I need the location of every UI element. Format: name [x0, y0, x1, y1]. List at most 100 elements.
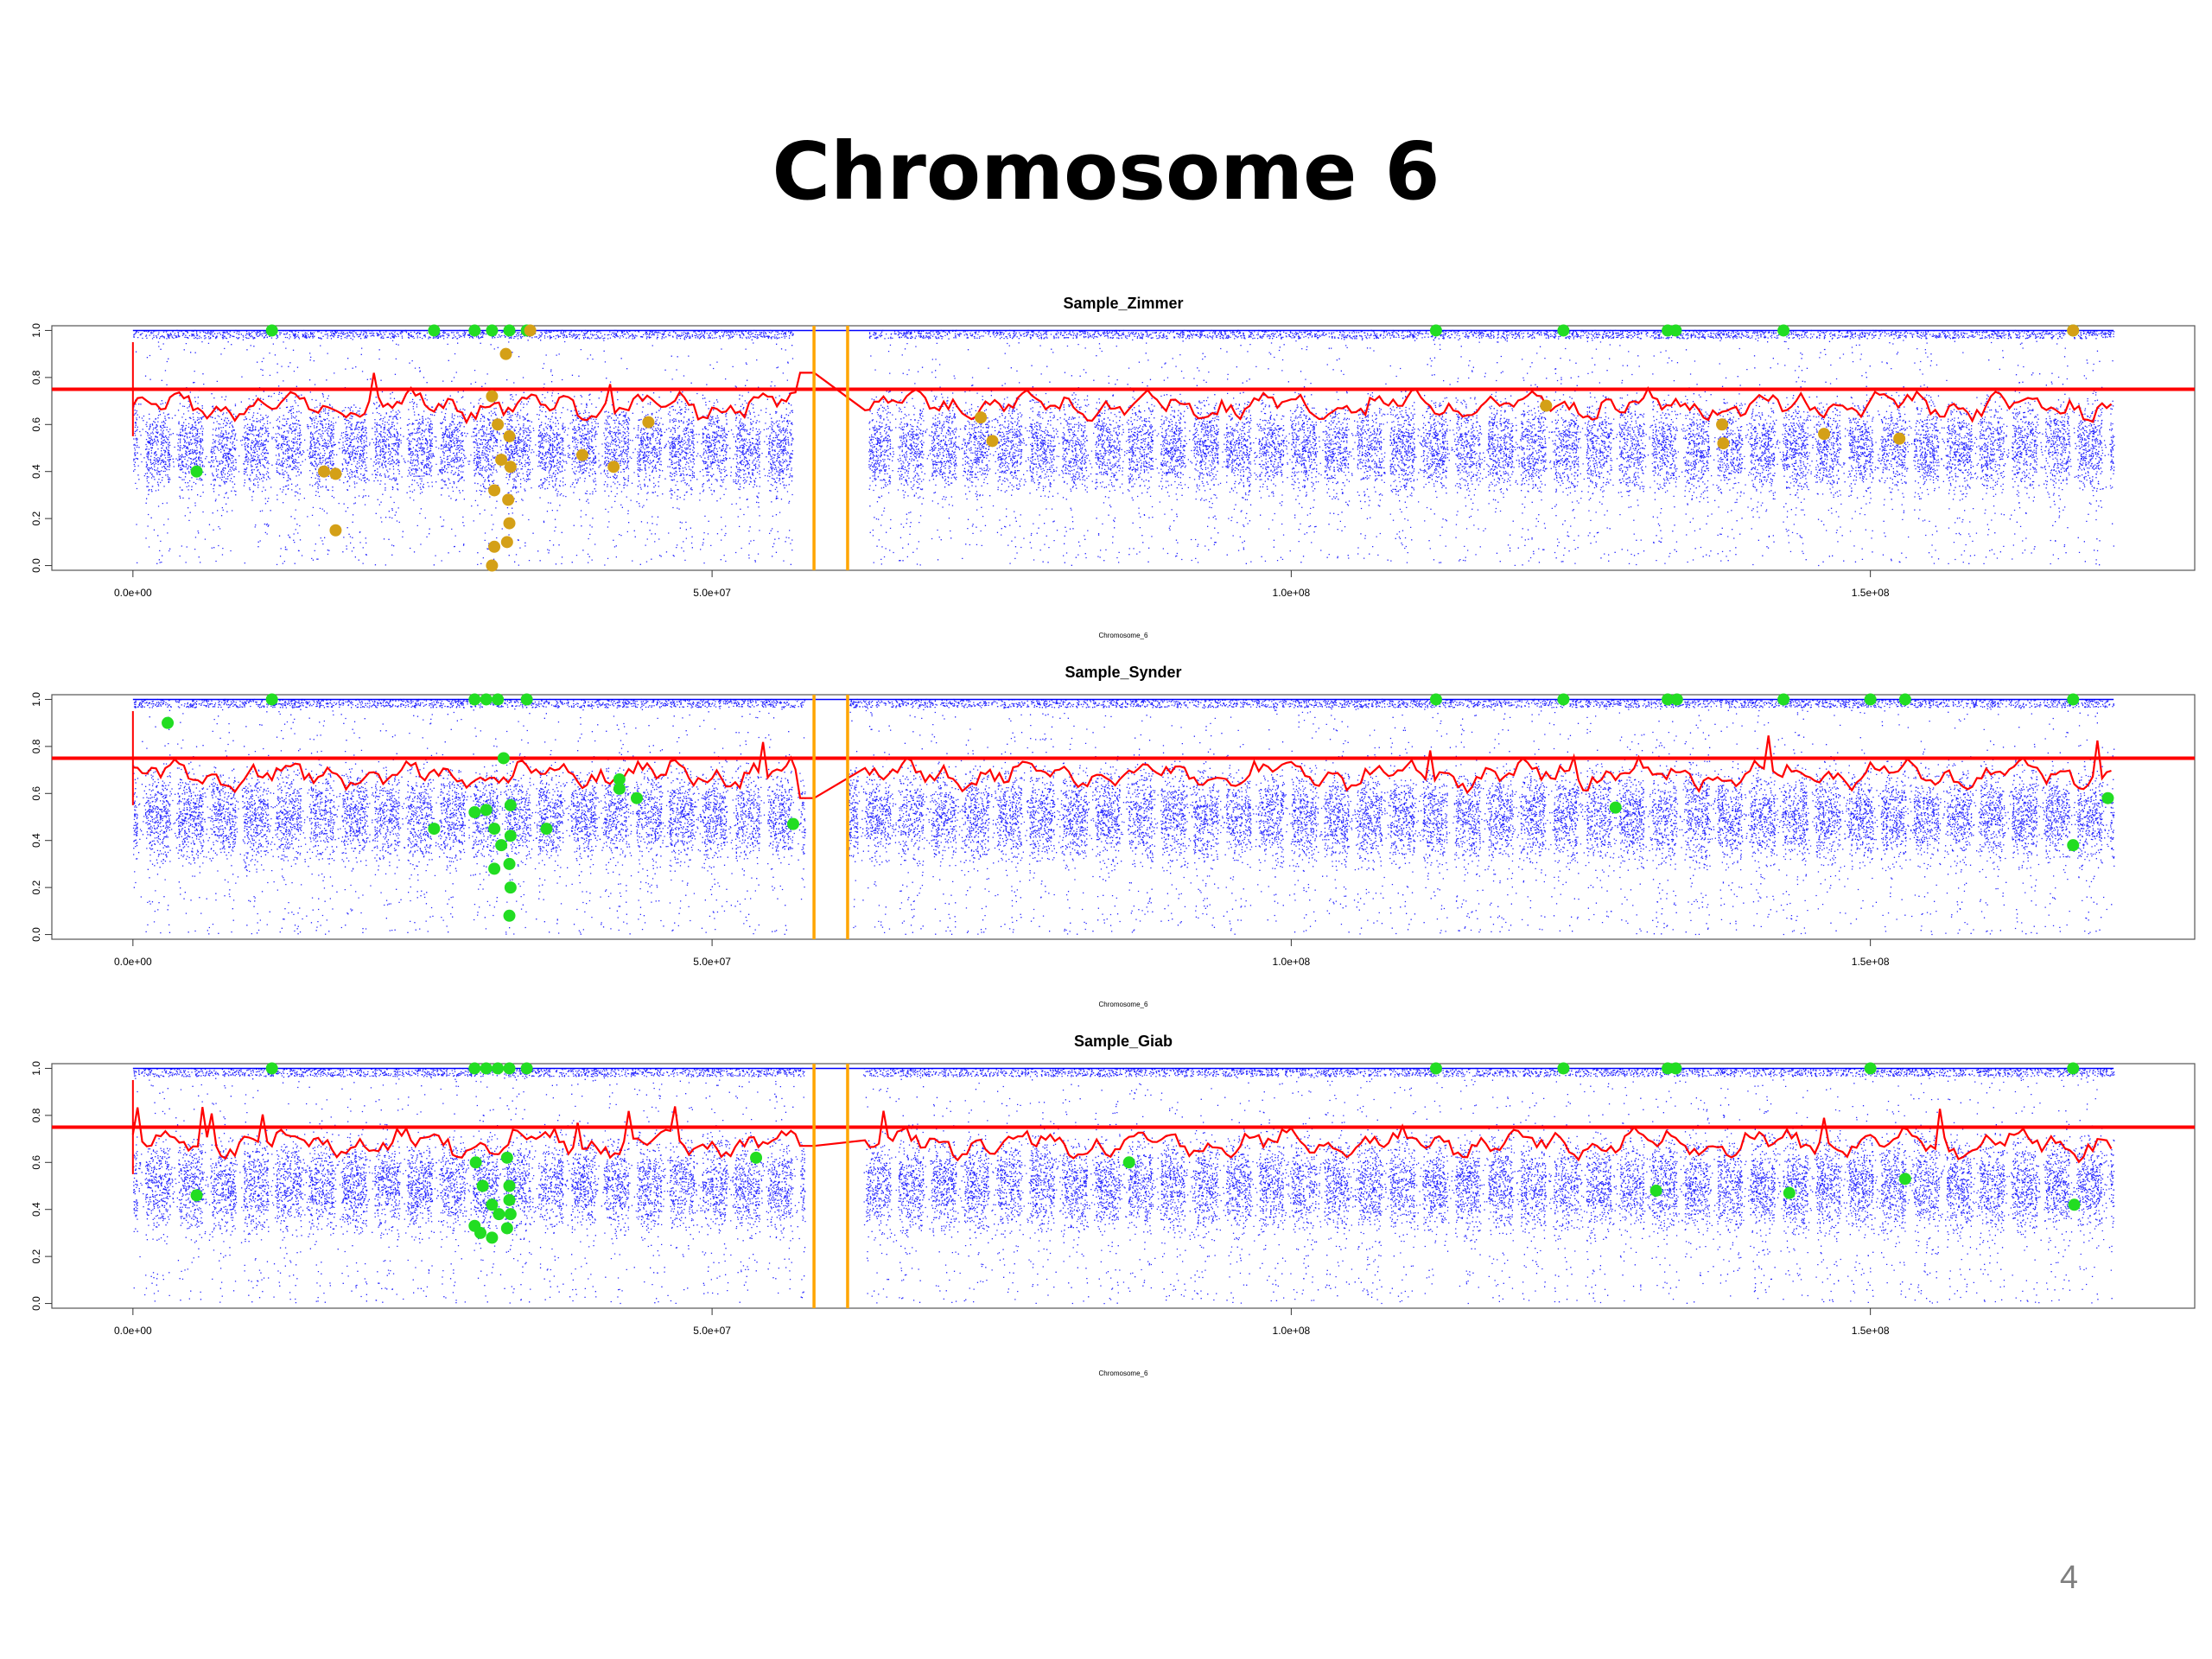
x-tick-label: 1.0e+08: [1273, 587, 1311, 599]
y-tick-label: 0.2: [30, 880, 42, 894]
scatter-points-sample_synder: [132, 698, 2115, 936]
orange-marker: [488, 540, 501, 553]
green-marker: [497, 752, 510, 765]
green-marker: [493, 1208, 505, 1221]
green-marker: [503, 1193, 516, 1206]
green-marker: [613, 772, 626, 785]
trend-line: [131, 1106, 2113, 1164]
orange-marker: [329, 524, 342, 537]
y-tick-label: 0.2: [30, 1249, 42, 1263]
orange-marker: [492, 418, 505, 431]
green-marker: [469, 1156, 482, 1169]
chart-title: Sample_Zimmer: [1063, 295, 1183, 312]
x-tick-label: 0.0e+00: [114, 956, 152, 968]
y-tick-label: 0.0: [30, 1296, 42, 1311]
green-marker: [492, 693, 505, 706]
green-marker: [1864, 1062, 1877, 1075]
green-marker: [1122, 1156, 1135, 1169]
green-marker: [504, 830, 517, 842]
green-marker: [1557, 324, 1570, 337]
orange-marker: [1540, 399, 1553, 412]
orange-marker: [502, 493, 515, 506]
orange-marker: [329, 467, 342, 480]
x-tick-label: 1.5e+08: [1852, 956, 1890, 968]
orange-marker: [1716, 418, 1729, 431]
green-marker: [1777, 324, 1790, 337]
y-tick-label: 0.0: [30, 927, 42, 942]
green-marker: [1429, 1062, 1442, 1075]
green-marker: [468, 324, 481, 337]
green-marker: [265, 1062, 278, 1075]
green-marker: [1609, 801, 1622, 814]
green-marker: [613, 782, 626, 795]
x-tick-label: 1.0e+08: [1273, 1325, 1311, 1337]
y-tick-label: 0.8: [30, 370, 42, 385]
green-marker: [480, 693, 493, 706]
green-marker: [1557, 1062, 1570, 1075]
green-marker: [480, 1062, 493, 1075]
orange-marker: [1717, 437, 1730, 450]
plot-frame: [51, 694, 2196, 940]
green-marker: [750, 1151, 763, 1164]
green-marker: [265, 693, 278, 706]
orange-marker: [986, 435, 999, 448]
chart-panel-giab: Sample_Giab 0.0 0.2 0.4 0.6 0.8 1.0 0.0e+00 5.0e…: [0, 1027, 2212, 1390]
green-marker: [468, 693, 481, 706]
chart-title: Sample_Giab: [1074, 1033, 1173, 1050]
green-marker: [2067, 693, 2080, 706]
x-axis-label: Chromosome_6: [1099, 1001, 1148, 1008]
chart-title: Sample_Synder: [1065, 664, 1181, 681]
green-marker: [520, 693, 533, 706]
orange-marker: [486, 559, 499, 572]
orange-marker: [975, 411, 988, 424]
green-marker: [468, 806, 481, 819]
green-marker: [504, 881, 517, 894]
green-marker: [486, 1198, 499, 1211]
green-marker: [486, 324, 499, 337]
y-tick-label: 0.8: [30, 1108, 42, 1122]
green-marker: [488, 862, 501, 875]
green-marker: [1429, 324, 1442, 337]
green-marker: [265, 324, 278, 337]
green-marker: [476, 1179, 489, 1192]
green-marker: [1670, 693, 1683, 706]
green-marker: [428, 823, 441, 836]
chart-panel-synder: Sample_Synder 0.0 0.2 0.4 0.6 0.8 1.0 0.0e+00 5.…: [0, 658, 2212, 1021]
green-marker: [2068, 1198, 2081, 1211]
green-marker: [162, 716, 175, 729]
x-tick-label: 0.0e+00: [114, 1325, 152, 1337]
orange-marker: [1818, 428, 1831, 441]
y-tick-label: 0.4: [30, 833, 42, 848]
green-marker: [190, 1189, 203, 1202]
chart-svg-giab: Sample_Giab 0.0 0.2 0.4 0.6 0.8 1.0 0.0e+00 5.0e…: [30, 1033, 2196, 1377]
chart-svg-zimmer: Sample_Zimmer 0.0 0.2 0.4 0.6 0.8 1.0 0.0e+00 5.…: [30, 295, 2196, 639]
orange-marker: [503, 517, 516, 530]
green-marker: [1662, 693, 1675, 706]
scatter-points-sample_giab: [132, 1067, 2115, 1305]
y-tick-label: 1.0: [30, 323, 42, 338]
green-marker: [540, 823, 553, 836]
y-tick-label: 1.0: [30, 1061, 42, 1076]
green-marker: [480, 804, 493, 817]
green-marker: [786, 817, 799, 830]
green-marker: [503, 857, 516, 870]
orange-marker: [488, 484, 501, 497]
trend-line: [132, 735, 2112, 799]
green-marker: [503, 1179, 516, 1192]
green-markers: [162, 693, 2114, 922]
green-marker: [492, 1062, 505, 1075]
y-tick-label: 0.8: [30, 739, 42, 753]
green-marker: [1864, 693, 1877, 706]
green-marker: [488, 823, 501, 836]
green-marker: [1777, 693, 1790, 706]
green-marker: [190, 465, 203, 478]
orange-marker: [499, 347, 512, 360]
points-path: [133, 329, 2115, 567]
green-marker: [1649, 1184, 1662, 1197]
green-marker: [504, 1208, 517, 1221]
orange-marker: [575, 448, 588, 461]
y-tick-label: 1.0: [30, 692, 42, 707]
x-axis-label: Chromosome_6: [1099, 1370, 1148, 1377]
green-marker: [468, 1219, 481, 1232]
orange-marker: [486, 390, 499, 403]
